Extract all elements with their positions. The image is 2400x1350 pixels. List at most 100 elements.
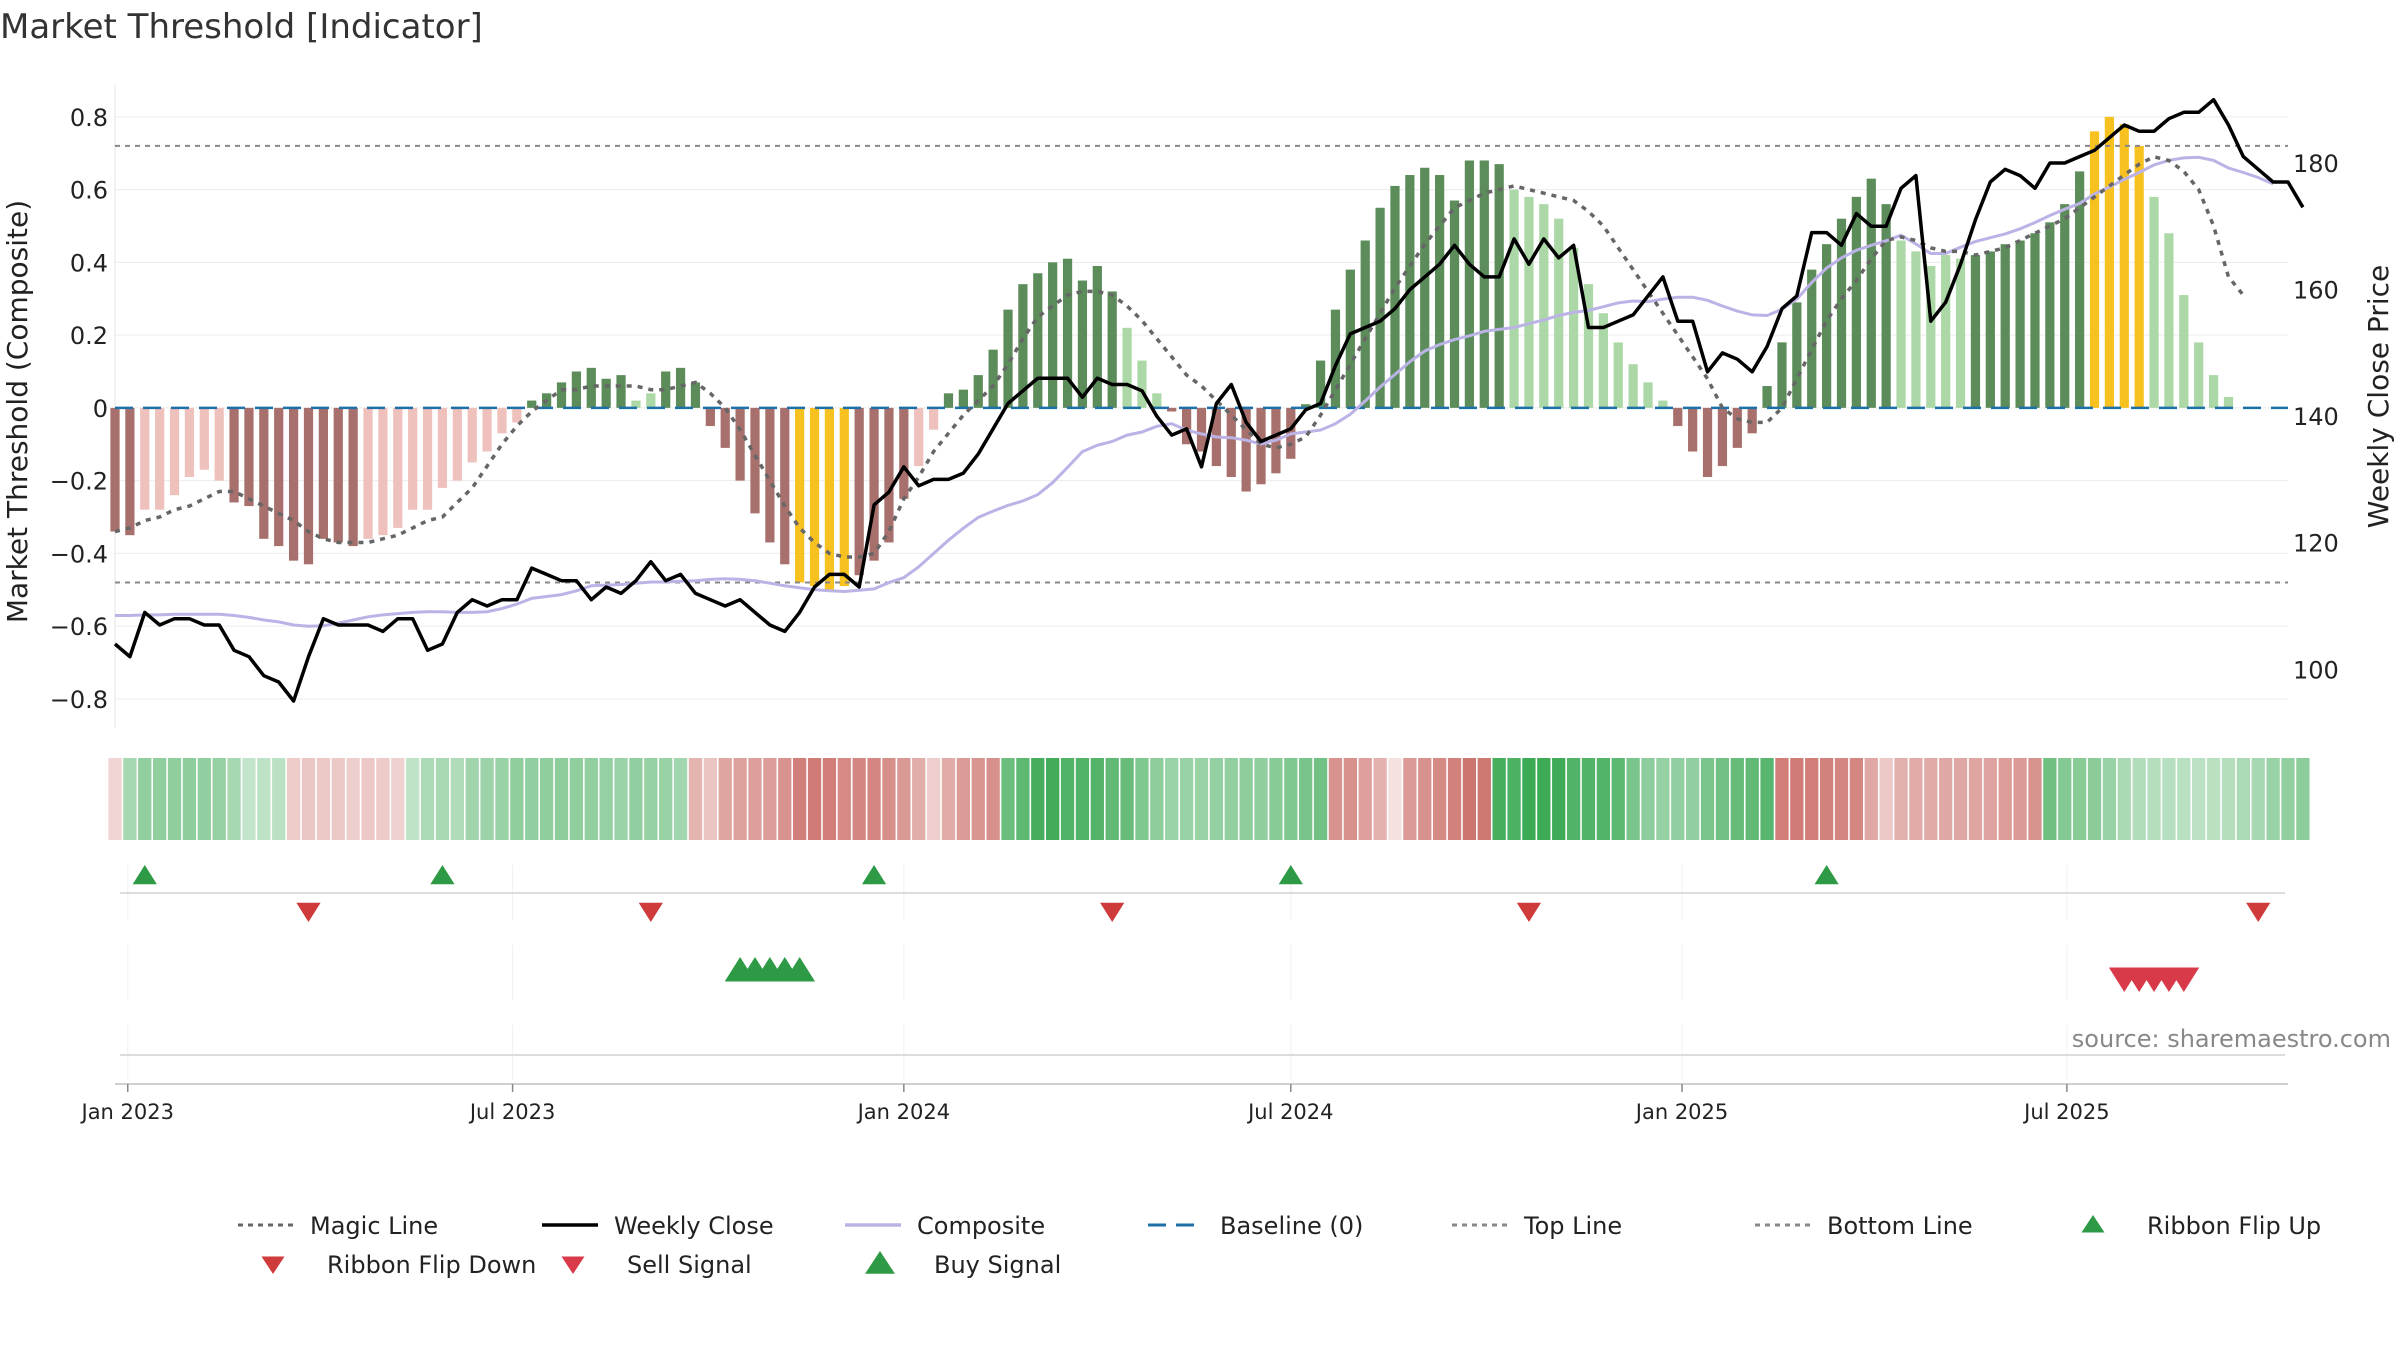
composite-bar <box>467 407 477 463</box>
composite-bar <box>1122 327 1132 408</box>
legend-item: Baseline (0) <box>1148 1212 1363 1240</box>
composite-bar <box>318 407 328 539</box>
ribbon-cell <box>316 758 331 840</box>
ribbon-cell <box>167 758 182 840</box>
composite-bar <box>1941 255 1951 408</box>
ribbon-cell <box>2058 758 2072 840</box>
legend-item: Magic Line <box>238 1212 438 1240</box>
legend-item: Top Line <box>1452 1212 1622 1240</box>
ribbon-cell <box>2296 758 2310 840</box>
composite-bar <box>750 407 760 514</box>
composite-bar <box>1330 309 1341 408</box>
composite-bar <box>1315 360 1326 408</box>
left-y-tick-label: 0.8 <box>70 104 108 132</box>
x-tick-label: Jan 2023 <box>80 1100 175 1124</box>
composite-bar <box>1137 360 1147 408</box>
composite-bar <box>2089 131 2100 408</box>
source-note: source: sharemaestro.com <box>2072 1025 2391 1053</box>
composite-bar <box>1539 204 1549 408</box>
legend-label: Bottom Line <box>1827 1212 1973 1240</box>
composite-bar <box>1955 258 1966 408</box>
composite-bar <box>333 407 343 543</box>
ribbon-cell <box>1447 758 1462 840</box>
ribbon-flip-down-marker <box>2246 902 2271 922</box>
composite-bar <box>2149 196 2159 408</box>
composite-bar <box>512 407 522 423</box>
composite-bar <box>661 371 671 408</box>
composite-bar <box>1821 244 1832 408</box>
composite-bar <box>1196 407 1207 452</box>
ribbon-cell <box>748 758 762 840</box>
composite-bar <box>393 407 403 528</box>
ribbon-cell <box>1805 758 1819 840</box>
ribbon-cell <box>659 758 673 840</box>
ribbon-strip <box>108 758 2310 840</box>
composite-bar <box>1301 404 1311 408</box>
signal-panels <box>115 865 2288 1085</box>
composite-bar <box>155 407 165 510</box>
composite-bar <box>2075 171 2085 408</box>
composite-bars <box>110 116 2234 590</box>
composite-bar <box>2060 204 2070 408</box>
ribbon-cell <box>257 758 271 840</box>
composite-bar <box>1896 240 1906 408</box>
ribbon-cell <box>1224 758 1238 840</box>
ribbon-cell <box>1299 758 1313 840</box>
ribbon-cell <box>539 758 554 840</box>
composite-bar <box>169 407 180 496</box>
composite-bar <box>1345 269 1355 408</box>
composite-bar <box>452 407 462 481</box>
composite-bar <box>1003 309 1013 408</box>
ribbon-cell <box>331 758 345 840</box>
legend-marker <box>261 1256 285 1274</box>
ribbon-cell <box>212 758 226 840</box>
ribbon-cell <box>1239 758 1253 840</box>
composite-bar <box>1985 251 1995 408</box>
composite-bar <box>378 407 388 536</box>
ribbon-flip-down-marker <box>638 902 663 922</box>
composite-bar <box>497 407 507 434</box>
ribbon-cell <box>867 758 881 840</box>
x-tick-label: Jan 2025 <box>1634 1100 1729 1124</box>
ribbon-cell <box>1403 758 1417 840</box>
composite-bar <box>1688 407 1698 452</box>
composite-bar <box>1077 280 1088 408</box>
x-tick-label: Jan 2024 <box>856 1100 951 1124</box>
ribbon-cell <box>1775 758 1789 840</box>
composite-bar <box>1613 342 1623 408</box>
ribbon-cell <box>1388 758 1402 840</box>
ribbon-cell <box>2192 758 2206 840</box>
composite-bar <box>1717 407 1728 467</box>
ribbon-cell <box>1343 758 1357 840</box>
ribbon-cell <box>2281 758 2295 840</box>
ribbon-cell <box>897 758 911 840</box>
ribbon-cell <box>1879 758 1893 840</box>
composite-bar <box>1435 175 1445 408</box>
composite-bar <box>199 407 209 470</box>
composite-bar <box>1658 400 1668 408</box>
composite-bar <box>1881 204 1891 408</box>
x-tick-label: Jul 2025 <box>2022 1100 2109 1124</box>
ribbon-cell <box>554 758 569 840</box>
ribbon-cell <box>1060 758 1075 840</box>
ribbon-cell <box>1492 758 1506 840</box>
ribbon-cell <box>614 758 628 840</box>
ribbon-flip-down-marker <box>1516 902 1542 922</box>
ribbon-cell <box>1269 758 1283 840</box>
composite-bar <box>1598 313 1608 408</box>
legend-label: Magic Line <box>310 1212 438 1240</box>
legend-label: Ribbon Flip Down <box>327 1251 536 1279</box>
composite-bar <box>601 378 611 408</box>
composite-bar <box>1048 262 1058 408</box>
composite-bar <box>2164 233 2174 408</box>
right-y-tick-label: 160 <box>2293 277 2339 305</box>
ribbon-cell <box>1745 758 1759 840</box>
right-y-ticks: 180 160 140 120 100 <box>2293 150 2339 684</box>
composite-bar <box>1018 284 1028 408</box>
legend-item: Sell Signal <box>561 1251 752 1279</box>
right-y-tick-label: 140 <box>2293 403 2339 431</box>
ribbon-cell <box>1656 758 1670 840</box>
ribbon-cell <box>1179 758 1194 840</box>
composite-bar <box>214 407 224 481</box>
composite-bar <box>928 407 939 430</box>
